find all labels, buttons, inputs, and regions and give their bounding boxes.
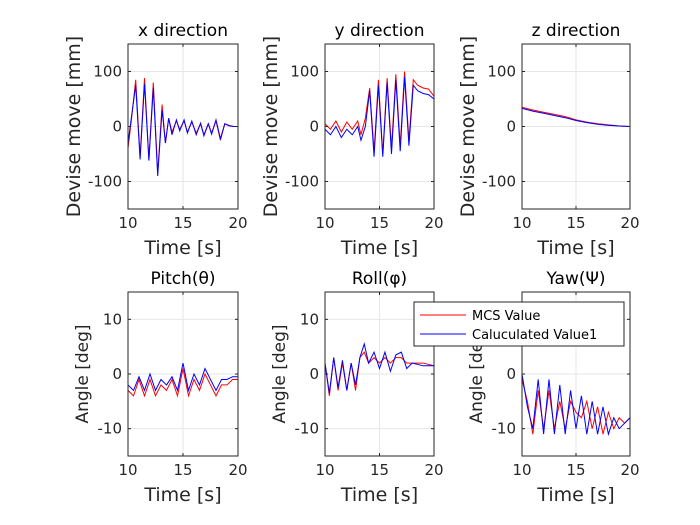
subplot-title: y direction	[335, 21, 425, 41]
x-tick-label: 10	[315, 461, 334, 479]
subplot-title: Roll(φ)	[352, 269, 407, 289]
x-tick-label: 20	[424, 214, 443, 232]
x-tick-label: 15	[173, 214, 192, 232]
series-line-calculated-value	[325, 76, 434, 157]
subplot-5: 10 15 20 -10 0 10 Roll(φ) Time [s] Angle [deg]	[270, 269, 444, 506]
x-tick-label: 15	[566, 461, 585, 479]
y-tick-label: 0	[506, 118, 516, 136]
subplot-3: 10 15 20 -100 0 100 z direction Time [s] Devise …	[457, 21, 640, 259]
y-tick-label: 100	[487, 63, 516, 81]
x-axis-label: Time [s]	[143, 237, 221, 259]
x-tick-label: 10	[512, 214, 531, 232]
x-axis-label: Time [s]	[536, 237, 614, 259]
y-tick-label: -10	[98, 420, 123, 438]
x-tick-label: 10	[118, 214, 137, 232]
subplot-title: Pitch(θ)	[150, 269, 215, 289]
x-axis-label: Time [s]	[536, 484, 614, 506]
y-tick-label: -10	[492, 420, 517, 438]
y-tick-label: -100	[482, 173, 516, 191]
y-axis-label: Devise move [mm]	[457, 36, 479, 217]
y-tick-label: 100	[93, 63, 122, 81]
subplot-title: Yaw(Ψ)	[545, 269, 605, 289]
x-tick-label: 20	[228, 214, 247, 232]
x-tick-label: 15	[370, 214, 389, 232]
y-tick-label: 100	[290, 63, 319, 81]
x-tick-label: 10	[118, 461, 137, 479]
y-axis-label: Angle [deg]	[467, 324, 487, 423]
y-tick-label: 0	[506, 365, 516, 383]
y-tick-label: 0	[112, 365, 122, 383]
legend: MCS Value Caluculated Value1	[413, 301, 625, 347]
series-line-calculated-value	[522, 107, 630, 127]
y-tick-label: 0	[309, 365, 319, 383]
y-tick-label: 0	[112, 118, 122, 136]
legend-label: Caluculated Value1	[472, 328, 597, 343]
series-line-calculated-value	[128, 83, 238, 177]
y-axis-label: Devise move [mm]	[63, 36, 85, 217]
y-tick-label: -100	[88, 173, 122, 191]
series-line-calculated-value	[325, 342, 434, 394]
y-axis-label: Angle [deg]	[73, 324, 93, 423]
series-line-calculated-value	[128, 362, 238, 393]
x-tick-label: 20	[620, 461, 639, 479]
x-tick-label: 15	[370, 461, 389, 479]
series-line-calculated-value	[522, 373, 630, 437]
x-tick-label: 20	[424, 461, 443, 479]
x-tick-label: 20	[228, 461, 247, 479]
subplot-4: 10 15 20 -10 0 10 Pitch(θ) Time [s] Angle [deg]	[73, 269, 248, 506]
y-tick-label: -10	[295, 420, 320, 438]
subplot-title: x direction	[138, 21, 228, 41]
legend-label: MCS Value	[472, 309, 540, 324]
subplot-2: 10 15 20 -100 0 100 y direction Time [s] Devise …	[260, 21, 444, 259]
series-line-mcs-value	[128, 368, 238, 398]
y-axis-label: Devise move [mm]	[260, 36, 282, 217]
x-tick-label: 10	[315, 214, 334, 232]
subplot-title: z direction	[532, 21, 621, 41]
y-tick-label: 10	[300, 310, 319, 328]
y-tick-label: 0	[309, 118, 319, 136]
y-tick-label: 10	[103, 310, 122, 328]
x-axis-label: Time [s]	[340, 484, 418, 506]
x-tick-label: 10	[512, 461, 531, 479]
x-tick-label: 15	[173, 461, 192, 479]
y-axis-label: Angle [deg]	[270, 324, 290, 423]
x-tick-label: 15	[566, 214, 585, 232]
y-tick-label: -100	[285, 173, 319, 191]
legend-box	[413, 301, 625, 347]
x-axis-label: Time [s]	[340, 237, 418, 259]
x-axis-label: Time [s]	[143, 484, 221, 506]
x-tick-label: 20	[620, 214, 639, 232]
subplot-1: 10 15 20 -100 0 100 x direction Time [s] Devise …	[63, 21, 248, 259]
